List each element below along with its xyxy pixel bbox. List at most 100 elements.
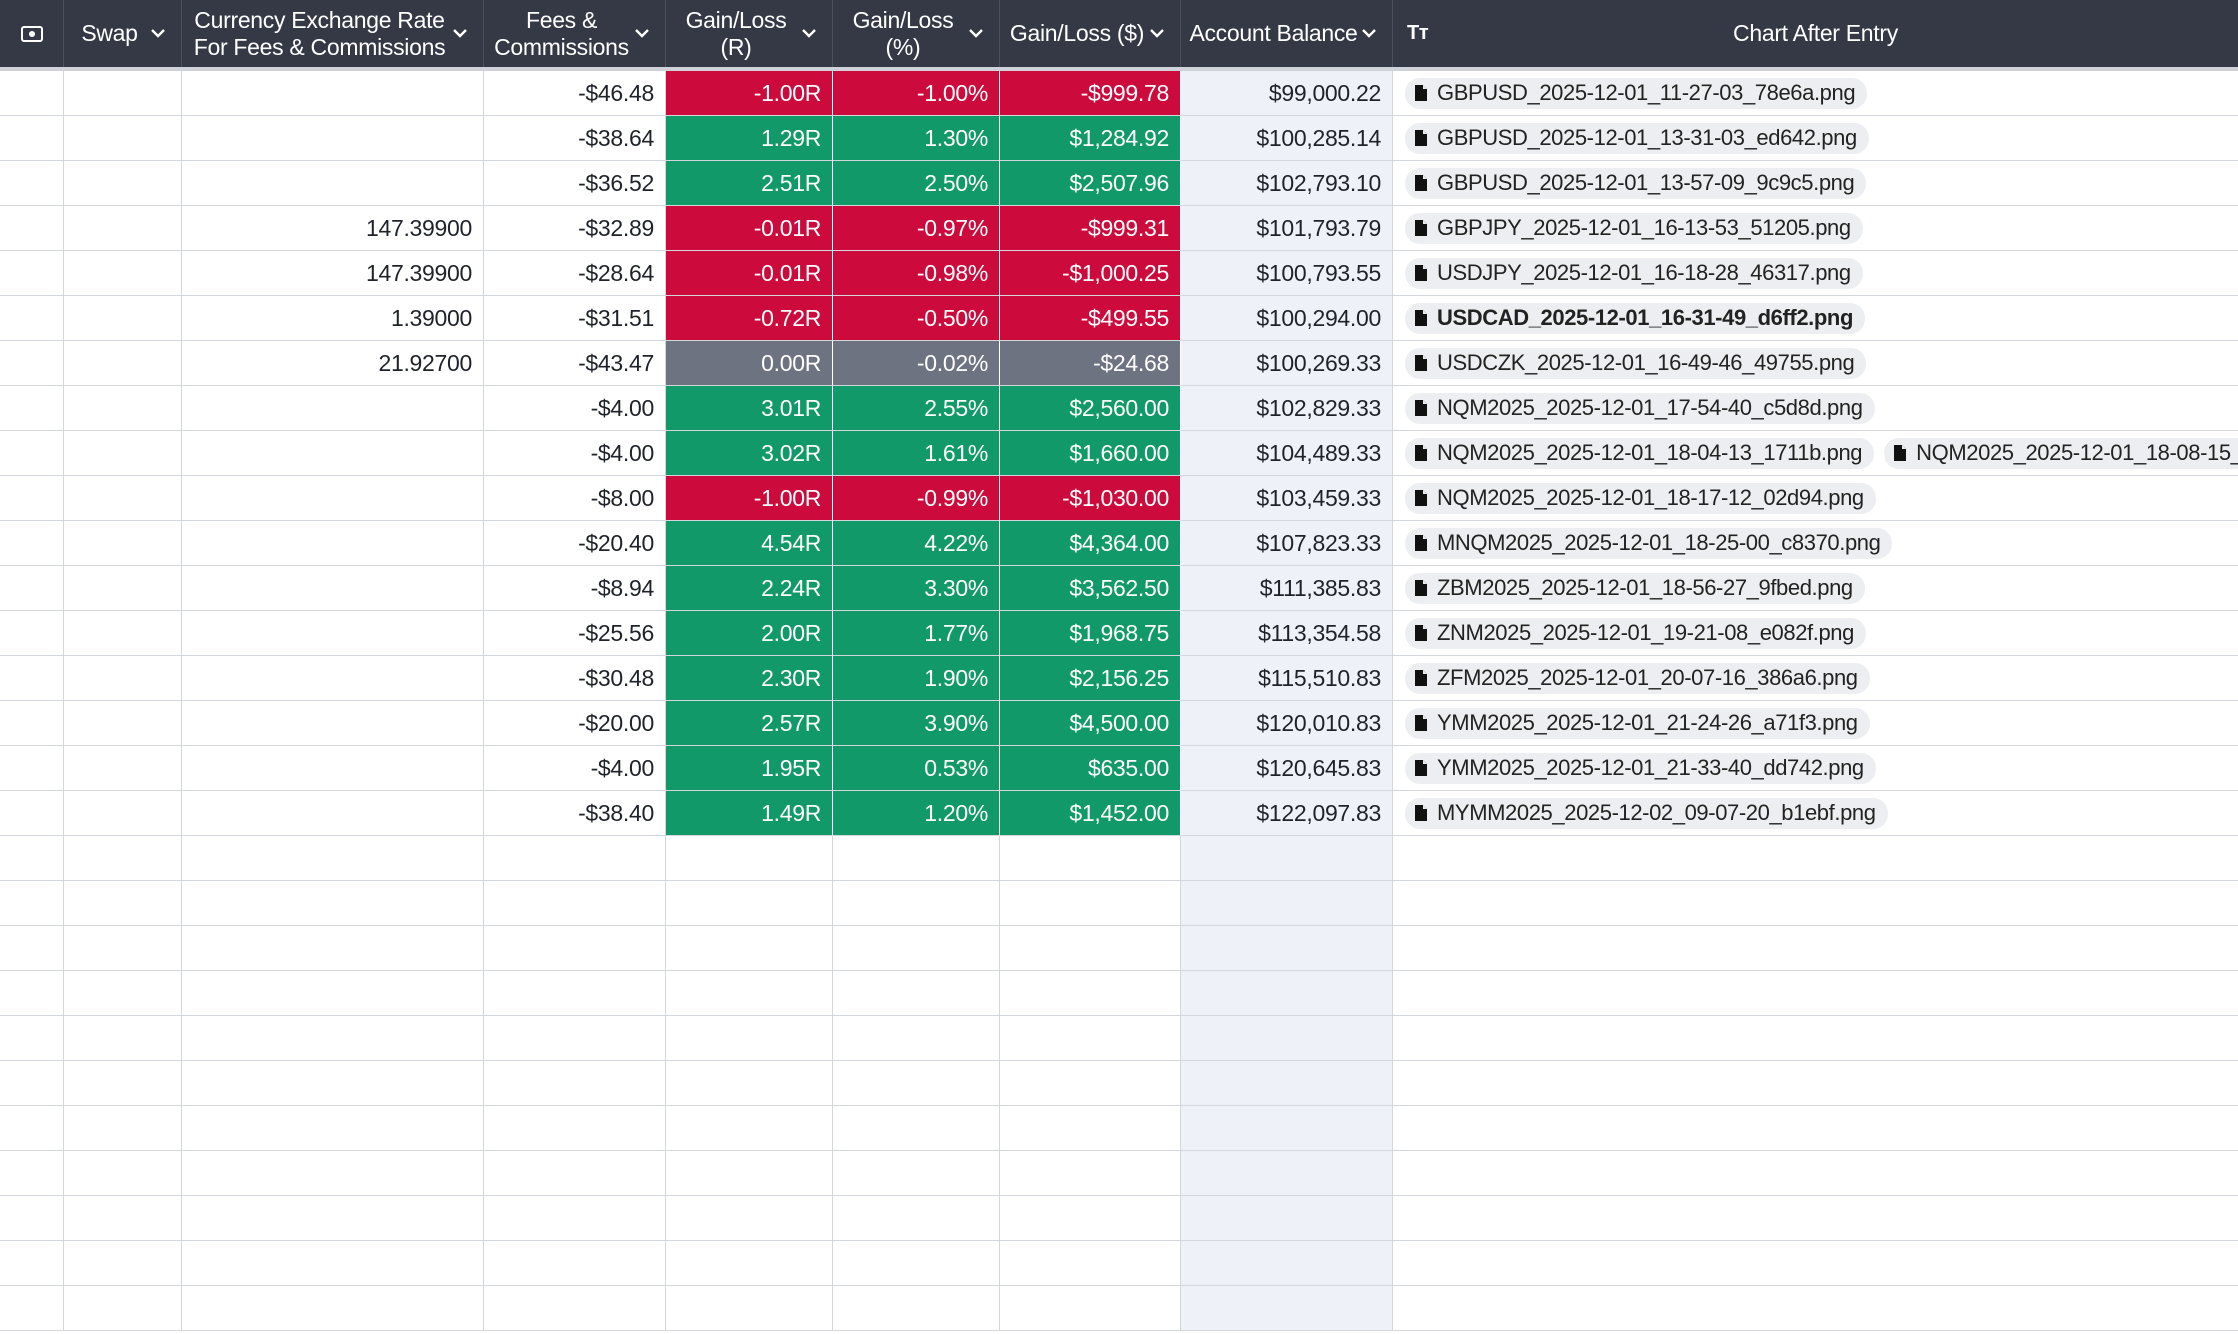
gain-loss-r-cell[interactable]: 2.57R (666, 701, 833, 746)
account-balance-cell[interactable]: $111,385.83 (1181, 566, 1393, 611)
swap-cell[interactable] (64, 386, 182, 431)
column-header-swap[interactable]: Swap (64, 0, 182, 67)
file-attachment-chip[interactable]: NQM2025_2025-12-01_18-08-15_bd61a.p (1884, 437, 2238, 469)
row-select-cell[interactable] (0, 611, 64, 656)
empty-cell[interactable] (833, 881, 1000, 926)
empty-cell[interactable] (484, 1061, 666, 1106)
gain-loss-usd-cell[interactable]: $2,156.25 (1000, 656, 1181, 701)
fees-cell[interactable]: -$38.40 (484, 791, 666, 836)
account-balance-cell[interactable]: $99,000.22 (1181, 71, 1393, 116)
empty-cell[interactable] (1000, 1286, 1181, 1331)
chevron-down-icon[interactable] (147, 22, 169, 44)
file-attachment-chip[interactable]: USDCZK_2025-12-01_16-49-46_49755.png (1405, 347, 1867, 379)
empty-cell[interactable] (833, 1016, 1000, 1061)
row-select-cell[interactable] (0, 566, 64, 611)
chevron-down-icon[interactable] (1146, 22, 1168, 44)
fees-cell[interactable]: -$43.47 (484, 341, 666, 386)
chart-after-entry-cell[interactable]: USDJPY_2025-12-01_16-18-28_46317.png (1393, 251, 2238, 296)
gain-loss-pct-cell[interactable]: 1.90% (833, 656, 1000, 701)
gain-loss-r-cell[interactable]: -1.00R (666, 71, 833, 116)
column-header-fees[interactable]: Fees & Commissions (484, 0, 666, 67)
fees-cell[interactable]: -$20.40 (484, 521, 666, 566)
empty-cell[interactable] (1393, 971, 2238, 1016)
file-attachment-chip[interactable]: USDCAD_2025-12-01_16-31-49_d6ff2.png (1405, 302, 1866, 334)
file-attachment-chip[interactable]: NQM2025_2025-12-01_18-17-12_02d94.png (1405, 482, 1876, 514)
exchange-rate-cell[interactable] (182, 791, 484, 836)
gain-loss-r-cell[interactable]: 1.49R (666, 791, 833, 836)
empty-cell[interactable] (182, 926, 484, 971)
file-attachment-chip[interactable]: ZNM2025_2025-12-01_19-21-08_e082f.png (1405, 617, 1866, 649)
row-select-cell[interactable] (0, 206, 64, 251)
empty-cell[interactable] (666, 971, 833, 1016)
row-select-cell[interactable] (0, 521, 64, 566)
account-balance-cell[interactable]: $100,793.55 (1181, 251, 1393, 296)
gain-loss-r-cell[interactable]: 1.95R (666, 746, 833, 791)
account-balance-cell[interactable]: $115,510.83 (1181, 656, 1393, 701)
gain-loss-r-cell[interactable]: -1.00R (666, 476, 833, 521)
empty-cell[interactable] (64, 971, 182, 1016)
gain-loss-pct-cell[interactable]: -0.99% (833, 476, 1000, 521)
chart-after-entry-cell[interactable]: NQM2025_2025-12-01_17-54-40_c5d8d.png (1393, 386, 2238, 431)
gain-loss-pct-cell[interactable]: 1.61% (833, 431, 1000, 476)
gain-loss-r-cell[interactable]: -0.01R (666, 206, 833, 251)
account-balance-cell[interactable]: $100,285.14 (1181, 116, 1393, 161)
fees-cell[interactable]: -$32.89 (484, 206, 666, 251)
swap-cell[interactable] (64, 746, 182, 791)
gain-loss-r-cell[interactable]: 2.51R (666, 161, 833, 206)
gain-loss-usd-cell[interactable]: -$1,000.25 (1000, 251, 1181, 296)
empty-cell[interactable] (1181, 1286, 1393, 1331)
gain-loss-pct-cell[interactable]: 3.90% (833, 701, 1000, 746)
empty-cell[interactable] (182, 1061, 484, 1106)
empty-cell[interactable] (1393, 1106, 2238, 1151)
column-header-gain-loss-r[interactable]: Gain/Loss (R) (666, 0, 833, 67)
gain-loss-usd-cell[interactable]: $3,562.50 (1000, 566, 1181, 611)
swap-cell[interactable] (64, 611, 182, 656)
chart-after-entry-cell[interactable]: MYMM2025_2025-12-02_09-07-20_b1ebf.png (1393, 791, 2238, 836)
empty-cell[interactable] (833, 926, 1000, 971)
empty-cell[interactable] (1000, 926, 1181, 971)
gain-loss-r-cell[interactable]: 2.00R (666, 611, 833, 656)
empty-cell[interactable] (1393, 881, 2238, 926)
gain-loss-usd-cell[interactable]: $2,507.96 (1000, 161, 1181, 206)
column-header-exchange-rate[interactable]: Currency Exchange Rate For Fees & Commis… (182, 0, 484, 67)
fees-cell[interactable]: -$31.51 (484, 296, 666, 341)
empty-cell[interactable] (182, 1016, 484, 1061)
account-balance-cell[interactable]: $122,097.83 (1181, 791, 1393, 836)
swap-cell[interactable] (64, 251, 182, 296)
gain-loss-r-cell[interactable]: -0.01R (666, 251, 833, 296)
exchange-rate-cell[interactable] (182, 431, 484, 476)
file-attachment-chip[interactable]: YMM2025_2025-12-01_21-33-40_dd742.png (1405, 752, 1876, 784)
file-attachment-chip[interactable]: MYMM2025_2025-12-02_09-07-20_b1ebf.png (1405, 797, 1888, 829)
account-balance-cell[interactable]: $103,459.33 (1181, 476, 1393, 521)
account-balance-cell[interactable]: $107,823.33 (1181, 521, 1393, 566)
gain-loss-pct-cell[interactable]: 4.22% (833, 521, 1000, 566)
empty-cell[interactable] (182, 1286, 484, 1331)
row-select-cell[interactable] (0, 71, 64, 116)
gain-loss-usd-cell[interactable]: $635.00 (1000, 746, 1181, 791)
exchange-rate-cell[interactable] (182, 611, 484, 656)
gain-loss-r-cell[interactable]: 3.01R (666, 386, 833, 431)
row-select-header[interactable] (0, 0, 64, 67)
file-attachment-chip[interactable]: ZFM2025_2025-12-01_20-07-16_386a6.png (1405, 662, 1870, 694)
file-attachment-chip[interactable]: NQM2025_2025-12-01_17-54-40_c5d8d.png (1405, 392, 1875, 424)
chart-after-entry-cell[interactable]: GBPUSD_2025-12-01_13-31-03_ed642.png (1393, 116, 2238, 161)
gain-loss-r-cell[interactable]: 1.29R (666, 116, 833, 161)
exchange-rate-cell[interactable] (182, 701, 484, 746)
row-select-cell[interactable] (0, 341, 64, 386)
chevron-down-icon[interactable] (449, 22, 471, 44)
empty-cell[interactable] (0, 971, 64, 1016)
empty-cell[interactable] (1000, 1241, 1181, 1286)
swap-cell[interactable] (64, 116, 182, 161)
chart-after-entry-cell[interactable]: YMM2025_2025-12-01_21-24-26_a71f3.png (1393, 701, 2238, 746)
fees-cell[interactable]: -$46.48 (484, 71, 666, 116)
empty-cell[interactable] (182, 1151, 484, 1196)
swap-cell[interactable] (64, 791, 182, 836)
empty-cell[interactable] (666, 1196, 833, 1241)
chart-after-entry-cell[interactable]: GBPJPY_2025-12-01_16-13-53_51205.png (1393, 206, 2238, 251)
account-balance-cell[interactable]: $100,294.00 (1181, 296, 1393, 341)
gain-loss-usd-cell[interactable]: -$999.78 (1000, 71, 1181, 116)
empty-cell[interactable] (182, 1106, 484, 1151)
empty-cell[interactable] (1393, 1151, 2238, 1196)
row-select-cell[interactable] (0, 251, 64, 296)
empty-cell[interactable] (0, 1196, 64, 1241)
